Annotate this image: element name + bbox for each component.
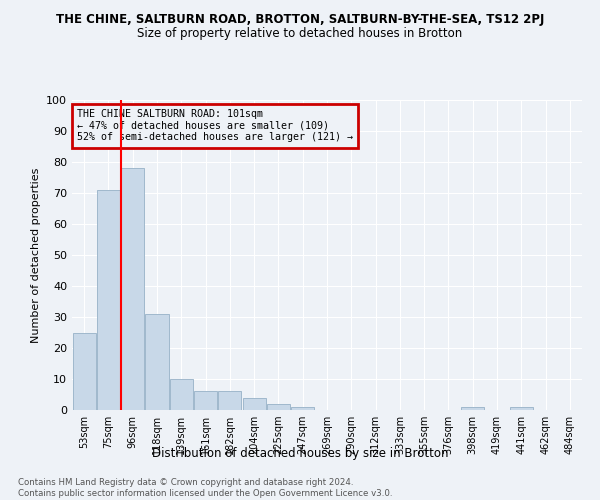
Bar — [73, 332, 95, 410]
Y-axis label: Number of detached properties: Number of detached properties — [31, 168, 41, 342]
Bar — [194, 392, 217, 410]
Bar — [97, 190, 120, 410]
Bar — [170, 379, 193, 410]
Text: THE CHINE, SALTBURN ROAD, BROTTON, SALTBURN-BY-THE-SEA, TS12 2PJ: THE CHINE, SALTBURN ROAD, BROTTON, SALTB… — [56, 12, 544, 26]
Bar — [218, 392, 241, 410]
Bar — [121, 168, 144, 410]
Text: Distribution of detached houses by size in Brotton: Distribution of detached houses by size … — [152, 448, 448, 460]
Text: Size of property relative to detached houses in Brotton: Size of property relative to detached ho… — [137, 28, 463, 40]
Bar — [461, 407, 484, 410]
Text: Contains HM Land Registry data © Crown copyright and database right 2024.
Contai: Contains HM Land Registry data © Crown c… — [18, 478, 392, 498]
Bar — [291, 407, 314, 410]
Bar — [242, 398, 266, 410]
Text: THE CHINE SALTBURN ROAD: 101sqm
← 47% of detached houses are smaller (109)
52% o: THE CHINE SALTBURN ROAD: 101sqm ← 47% of… — [77, 110, 353, 142]
Bar — [145, 314, 169, 410]
Bar — [510, 407, 533, 410]
Bar — [267, 404, 290, 410]
